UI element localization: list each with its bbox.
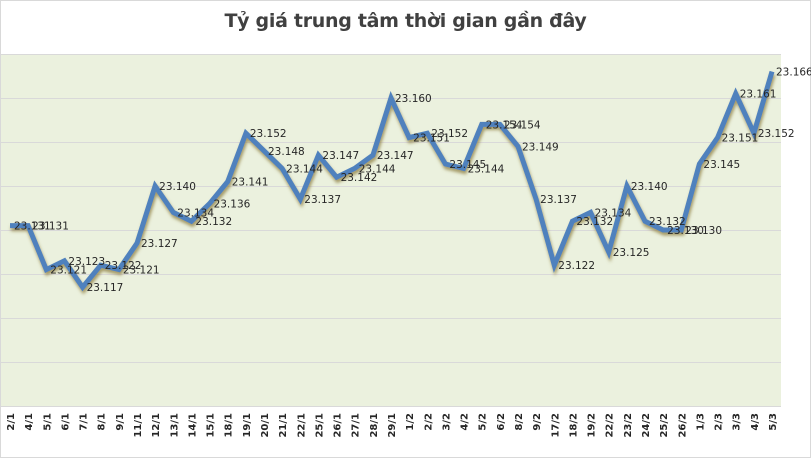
x-axis-tick-label: 6/2: [496, 413, 507, 431]
data-label: 23.152: [250, 128, 287, 140]
data-label: 23.136: [214, 199, 251, 211]
x-axis-tick-label: 1/3: [695, 413, 706, 431]
data-label: 23.149: [522, 141, 559, 153]
data-label: 23.137: [540, 194, 577, 206]
x-axis-tick-label: 14/1: [187, 413, 198, 438]
x-axis-tick-label: 2/1: [6, 413, 17, 431]
data-label: 23.122: [105, 260, 142, 272]
x-axis-tick-label: 19/1: [242, 413, 253, 438]
x-axis-tick-label: 25/1: [314, 413, 325, 438]
data-label: 23.125: [613, 247, 650, 259]
x-axis-tick-label: 15/1: [206, 413, 217, 438]
data-label: 23.121: [50, 265, 87, 277]
data-label: 23.152: [431, 128, 468, 140]
x-axis-tick-label: 9/2: [532, 413, 543, 431]
x-axis-tick-label: 2/3: [714, 413, 725, 431]
data-label: 23.154: [486, 119, 523, 131]
x-axis-tick-label: 6/1: [60, 413, 71, 431]
data-label: 23.148: [268, 146, 305, 158]
data-label: 23.147: [377, 150, 414, 162]
data-label: 23.141: [232, 177, 269, 189]
x-axis-tick-label: 5/3: [768, 413, 779, 431]
data-label: 23.154: [504, 119, 541, 131]
data-label: 23.131: [14, 221, 51, 233]
x-axis-tick-label: 12/1: [151, 413, 162, 438]
data-label: 23.140: [631, 181, 668, 193]
chart-title: Tỷ giá trung tâm thời gian gần đây: [224, 10, 587, 32]
data-label: 23.132: [195, 216, 232, 228]
data-label: 23.130: [667, 225, 704, 237]
x-axis-tick-label: 17/2: [550, 413, 561, 438]
data-label: 23.152: [758, 128, 795, 140]
data-label: 23.166: [776, 67, 811, 79]
x-axis-tick-label: 8/2: [514, 413, 525, 431]
data-label: 23.151: [722, 133, 759, 145]
x-axis-labels: 2/1 4/1 5/1 6/1 7/1 8/1 9/1 11/1 12/1 13/1 14/1 15/…: [6, 413, 779, 438]
x-axis-tick-label: 4/1: [24, 413, 35, 431]
x-axis-tick-label: 23/2: [623, 413, 634, 438]
x-axis-tick-label: 21/1: [278, 413, 289, 438]
data-label: 23.140: [159, 181, 196, 193]
data-label: 23.147: [322, 150, 359, 162]
x-axis-tick-label: 22/1: [296, 413, 307, 438]
x-axis-tick-label: 11/1: [133, 413, 144, 438]
x-axis-tick-label: 1/2: [405, 413, 416, 431]
data-label: 23.123: [68, 256, 105, 268]
data-label: 23.145: [703, 159, 740, 171]
data-label: 23.127: [141, 238, 178, 250]
x-axis-tick-label: 20/1: [260, 413, 271, 438]
data-label: 23.117: [87, 282, 124, 294]
x-axis-tick-label: 27/1: [351, 413, 362, 438]
x-axis-tick-label: 18/1: [224, 413, 235, 438]
data-label: 23.134: [177, 207, 214, 219]
data-label: 23.121: [123, 265, 160, 277]
data-label: 23.151: [413, 133, 450, 145]
data-label: 23.161: [740, 89, 777, 101]
data-label: 23.144: [468, 163, 505, 175]
data-labels: 23.13123.13123.12123.12323.11723.12223.1…: [14, 67, 811, 295]
data-label: 23.137: [304, 194, 341, 206]
x-axis-tick-label: 3/2: [441, 413, 452, 431]
x-axis-tick-label: 24/2: [641, 413, 652, 438]
series-line: [10, 70, 775, 292]
x-axis-tick-label: 26/1: [333, 413, 344, 438]
x-axis-tick-label: 19/2: [587, 413, 598, 438]
data-label: 23.142: [341, 172, 378, 184]
x-axis-tick-label: 13/1: [169, 413, 180, 438]
data-label: 23.134: [595, 207, 632, 219]
x-axis-tick-label: 9/1: [115, 413, 126, 431]
x-axis-tick-label: 2/2: [423, 413, 434, 431]
x-axis-tick-label: 4/3: [750, 413, 761, 431]
x-axis-tick-label: 22/2: [605, 413, 616, 438]
data-label: 23.131: [32, 221, 69, 233]
x-axis-tick-label: 7/1: [79, 413, 90, 431]
data-label: 23.145: [449, 159, 486, 171]
x-axis-tick-label: 29/1: [387, 413, 398, 438]
data-label: 23.132: [649, 216, 686, 228]
x-axis-tick-label: 25/2: [659, 413, 670, 438]
x-axis-tick-label: 4/2: [460, 413, 471, 431]
data-label: 23.144: [286, 163, 323, 175]
data-label: 23.160: [395, 93, 432, 105]
x-axis-tick-label: 8/1: [97, 413, 108, 431]
data-label: 23.122: [558, 260, 595, 272]
x-axis-tick-label: 5/1: [42, 413, 53, 431]
x-axis-tick-label: 5/2: [478, 413, 489, 431]
data-label: 23.130: [685, 225, 722, 237]
x-axis-tick-label: 18/2: [568, 413, 579, 438]
data-label: 23.132: [576, 216, 613, 228]
x-axis-tick-label: 26/2: [677, 413, 688, 438]
x-axis-tick-label: 3/3: [732, 413, 743, 431]
x-axis-tick-label: 28/1: [369, 413, 380, 438]
data-label: 23.144: [359, 163, 396, 175]
